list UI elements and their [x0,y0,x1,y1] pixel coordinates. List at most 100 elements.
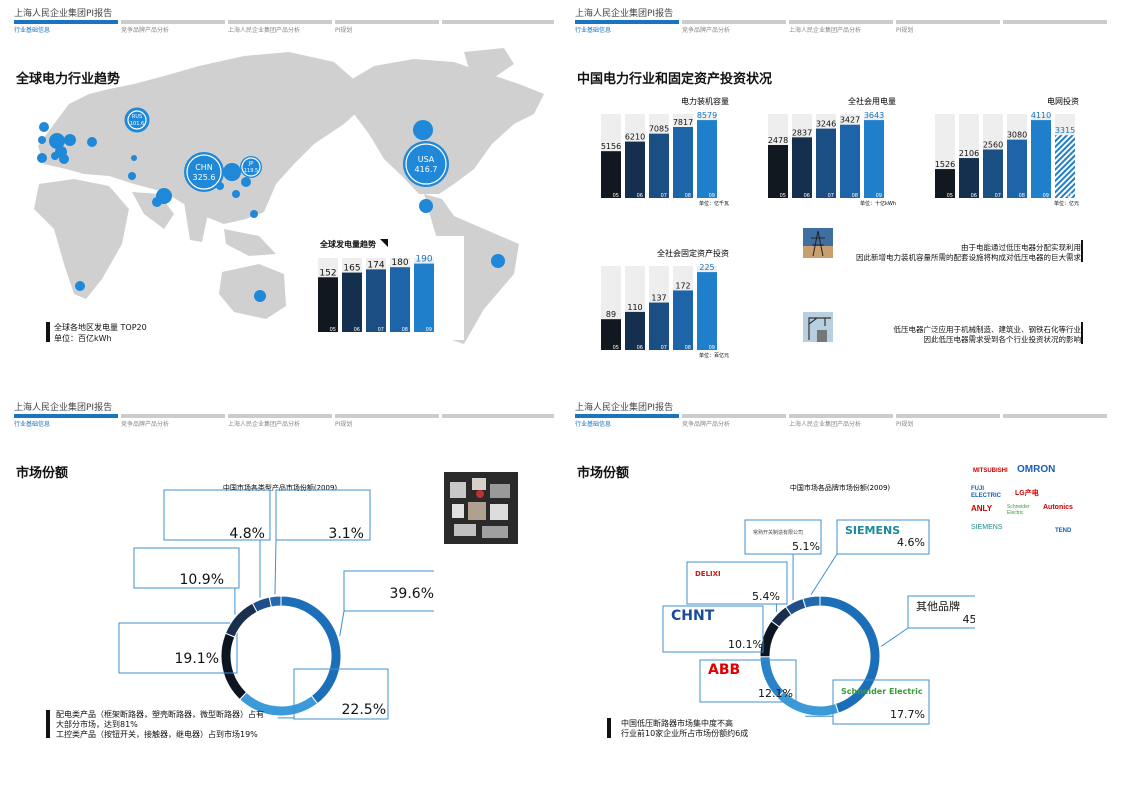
bar-value-label: 137 [651,294,666,303]
bar-value-label: 7085 [649,125,669,134]
logo-autonics: Autonics [1043,504,1073,511]
tab-competitor-analysis[interactable]: 竞争品牌产品分析 [682,414,786,428]
bar [959,158,979,198]
bar [601,151,621,198]
note2-line1: 低压电器广泛应用于机械制造、建筑业、钢铁石化等行业 [893,325,1082,334]
bar [864,120,884,198]
brand-logo-text: Schneider Electric [841,687,923,696]
bar-category-label: 08 [1019,193,1025,199]
callout-box [662,605,764,653]
callout-box [907,595,975,629]
note-marker [607,718,611,738]
brand-logo-text: SIEMENS [845,524,900,537]
inset-chart-title: 全球发电量趋势 [320,240,376,249]
donut-product-share: 中国市场各类型产品市场份额(2009) 39.6% 22.5% 19.1% 10.9% 4… [118,483,434,720]
panel-china-power: 上海人民企业集团PI报告 行业基础信息 竞争品牌产品分析 上海人民企业集团产品分… [575,6,1115,386]
brand-logo-text: DELIXI [695,570,721,578]
products-photo [444,472,518,544]
brand-logo-grid: MITSUBISHI OMRON FUJI ELECTRIC LG产电 ANLY… [967,458,1085,540]
tab-competitor-analysis[interactable]: 竞争品牌产品分析 [682,20,786,34]
tab-pi-planning[interactable]: PI规划 [335,414,439,428]
bar-category-label: 08 [685,193,691,199]
tab-pi-planning[interactable]: PI规划 [335,20,439,34]
logo-lg: LG产电 [1015,490,1039,497]
bar [625,141,645,198]
bar [673,127,693,198]
legend-line2: 单位：百亿kWh [54,334,112,343]
bar-value-label: 152 [319,268,336,278]
chart-grid-investment: 电网投资 1526 05 2106 06 2560 07 3080 08 4110 09 3315 10… [935,96,1079,206]
tab-own-product-analysis[interactable]: 上海人民企业集团产品分析 [789,20,893,34]
tab-blank [1003,414,1107,428]
bar-category-label: 06 [637,345,643,351]
bar [1055,135,1075,198]
callout-box [163,489,271,541]
slice-value-label: 39.6% [390,586,434,602]
note1-marker [1081,240,1083,262]
logo-schneider: Schneider Electric [1007,504,1030,516]
bar-category-label: 05 [330,327,336,333]
callout-box [343,570,434,612]
construction-crane-photo [803,312,833,342]
tab-industry-info[interactable]: 行业基础信息 [575,414,679,428]
tab-bar: 行业基础信息 竞争品牌产品分析 上海人民企业集团产品分析 PI规划 [575,414,1115,428]
tab-pi-planning[interactable]: PI规划 [896,20,1000,34]
tab-own-product-analysis[interactable]: 上海人民企业集团产品分析 [789,414,893,428]
note2-marker [1081,322,1083,344]
tab-own-product-analysis[interactable]: 上海人民企业集团产品分析 [228,20,332,34]
slice-value-label: 4.8% [229,526,265,542]
slice-value-label: 5.1% [792,540,820,553]
bar-value-label: 2560 [983,140,1003,149]
logo-fuji: FUJI ELECTRIC [971,486,1001,499]
brand-logo-text: 常熟开关制造有限公司 [753,529,803,536]
tab-pi-planning[interactable]: PI规划 [896,414,1000,428]
bar-value-label: 1526 [935,160,955,169]
bar-category-label: 06 [354,327,360,333]
tab-competitor-analysis[interactable]: 竞争品牌产品分析 [121,414,225,428]
slice-value-label: 22.5% [342,702,386,718]
bar [342,272,362,332]
bar [649,133,669,198]
inset-chart-arrow-icon [380,239,388,247]
svg-text:USA: USA [418,155,435,164]
bar-value-label: 4110 [1031,111,1051,120]
bar [390,267,410,332]
bar [649,302,669,350]
slice-value-label: 4.6% [897,536,925,549]
callout-box [699,659,797,703]
bar-category-label: 08 [685,345,691,351]
tab-industry-info[interactable]: 行业基础信息 [575,20,679,34]
tab-industry-info[interactable]: 行业基础信息 [14,20,118,34]
donut-title: 中国市场各类型产品市场份额(2009) [223,483,338,492]
legend-line1: 全球各地区发电量 TOP20 [54,323,147,332]
slice-value-label: 3.1% [328,526,364,542]
tab-own-product-analysis[interactable]: 上海人民企业集团产品分析 [228,414,332,428]
world-map: RUS 101.6 CHN 325.6 JP 119.5 USA 416.7 [34,48,544,344]
tab-competitor-analysis[interactable]: 竞争品牌产品分析 [121,20,225,34]
panel-brand-share: 上海人民企业集团PI报告 行业基础信息 竞争品牌产品分析 上海人民企业集团产品分… [575,400,1115,790]
note-line1: 配电类产品（框架断路器，塑壳断路器，微型断路器）占有 [56,710,264,719]
bar-category-label: 07 [828,193,834,199]
bar-category-label: 10 [1067,193,1073,199]
chart-global-generation: 152 05 165 06 174 07 180 08 190 09 [318,255,434,333]
bar [1007,139,1027,198]
leader-line [810,553,838,595]
panel3-title: 市场份额 [16,466,69,481]
callout-box [836,519,930,555]
bar-category-label: 07 [995,193,1001,199]
chart-unit: 单位：十亿kWh [860,200,896,206]
slice-value-label: 19.1% [175,651,219,667]
svg-text:CHN: CHN [195,163,213,172]
slice-value-label: 10.1% [728,638,763,651]
donut-slice [802,595,821,609]
tab-industry-info[interactable]: 行业基础信息 [14,414,118,428]
callout-box [118,622,238,674]
callout-box [744,519,822,555]
bar [1031,120,1051,198]
bubble-jp: JP 119.5 [240,156,262,178]
bar-category-label: 09 [426,327,432,333]
brand-logo-text: 其他品牌 [916,599,960,613]
bar-value-label: 3246 [816,120,836,129]
bar-value-label: 89 [606,310,616,319]
